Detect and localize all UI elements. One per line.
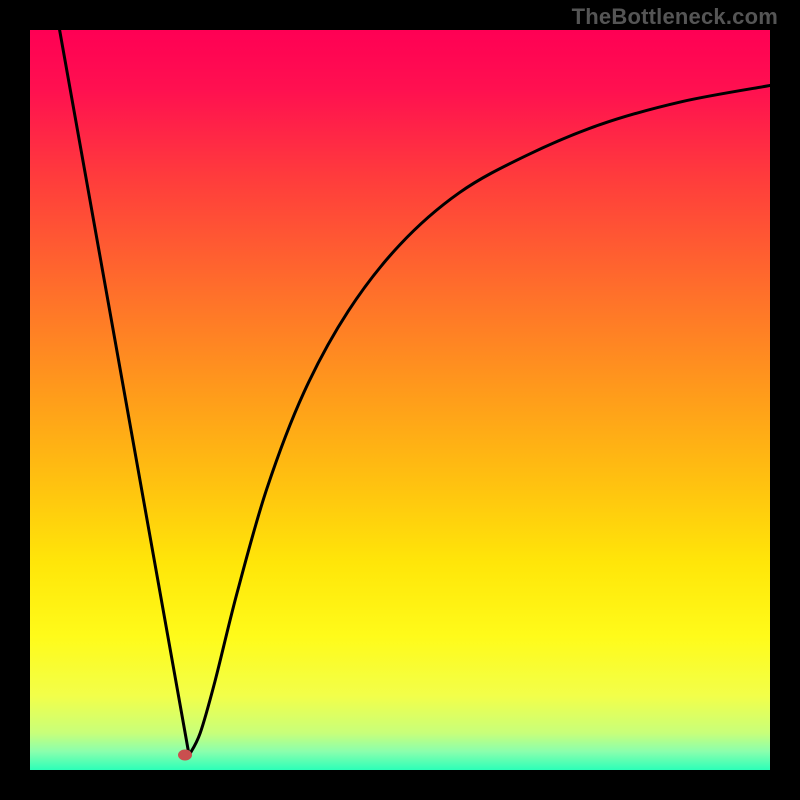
optimum-marker <box>178 750 192 761</box>
watermark-text: TheBottleneck.com <box>572 4 778 30</box>
curve-svg <box>30 30 770 770</box>
plot-area <box>30 30 770 770</box>
bottleneck-curve <box>60 30 770 755</box>
chart-container: TheBottleneck.com <box>0 0 800 800</box>
